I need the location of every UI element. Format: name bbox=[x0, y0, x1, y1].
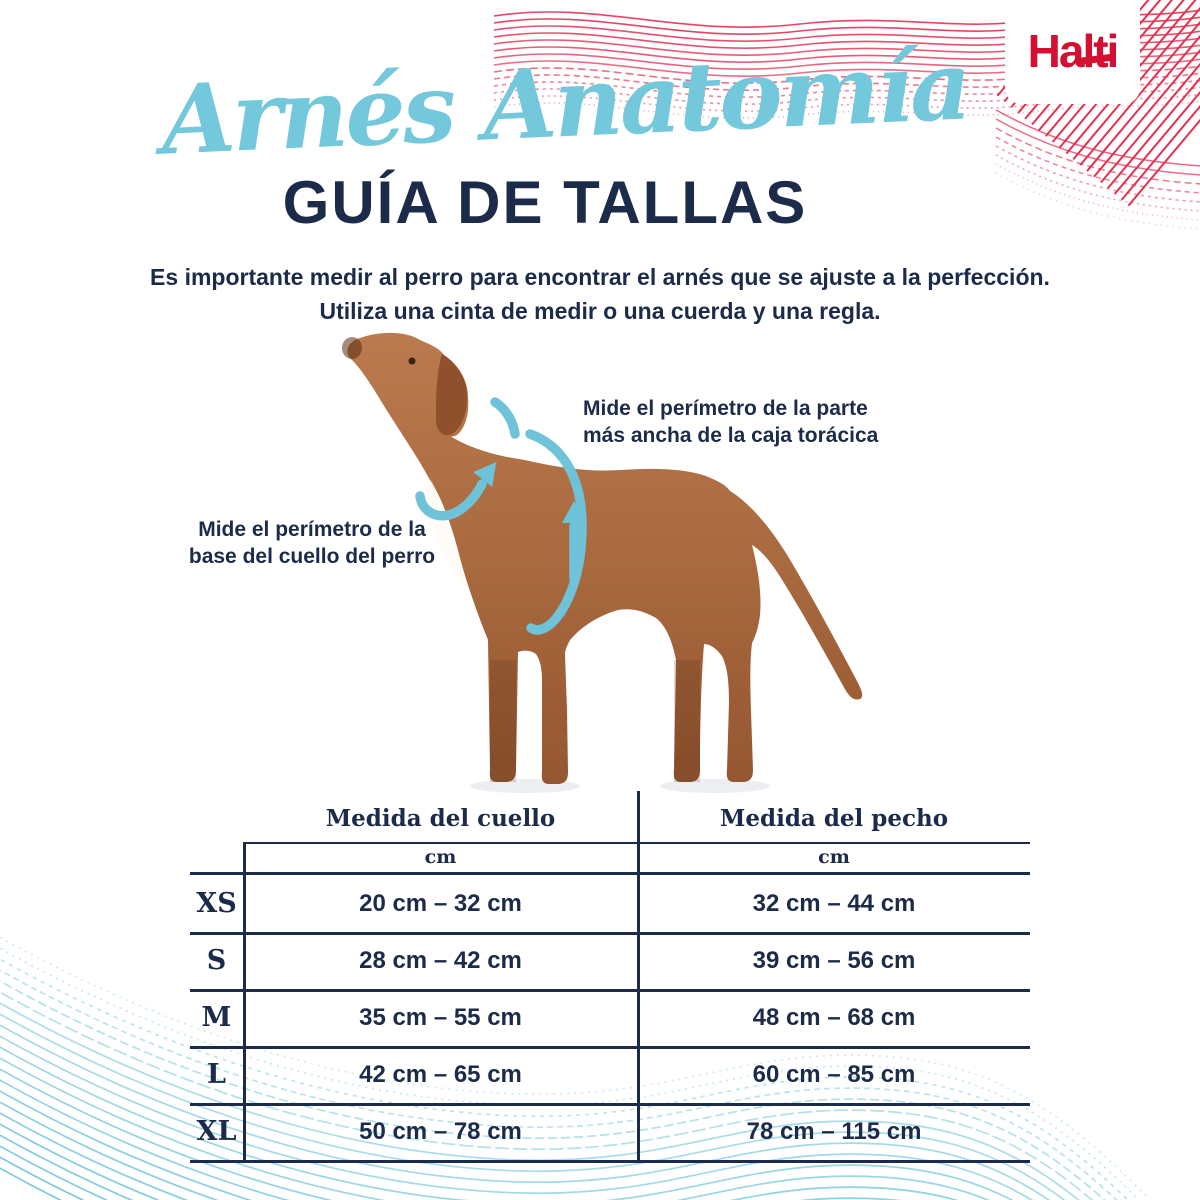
size-label: M bbox=[201, 1002, 232, 1033]
size-label: XL bbox=[196, 1116, 237, 1147]
dog-far-leg-shade-rear bbox=[674, 660, 700, 782]
dog-chest-highlight bbox=[425, 480, 470, 592]
page-title: GUÍA DE TALLAS bbox=[282, 169, 808, 236]
neck-value: 28 cm – 42 cm bbox=[359, 947, 522, 974]
neck-value: 50 cm – 78 cm bbox=[359, 1118, 522, 1145]
table-row-separator bbox=[190, 932, 1030, 935]
size-label: S bbox=[206, 945, 227, 976]
table-center-divider bbox=[637, 791, 640, 1163]
intro-line-2: Utiliza una cinta de medir o una cuerda … bbox=[319, 298, 881, 324]
neck-arrow-icon bbox=[415, 479, 487, 521]
intro-line-1: Es importante medir al perro para encont… bbox=[150, 264, 1050, 290]
chest-value: 48 cm – 68 cm bbox=[752, 1004, 916, 1031]
chest-annotation-line-2: más ancha de la caja torácica bbox=[583, 424, 879, 447]
neck-arrowhead-icon bbox=[473, 462, 497, 487]
halti-logo-text: Halti bbox=[1027, 25, 1120, 77]
measurement-arrows bbox=[415, 397, 587, 635]
size-label: XS bbox=[196, 888, 237, 919]
chest-value: 78 cm – 115 cm bbox=[746, 1118, 922, 1145]
unit-cell-chest: cm bbox=[818, 846, 850, 868]
chest-value: 60 cm – 85 cm bbox=[752, 1061, 916, 1088]
dog-body bbox=[347, 332, 863, 784]
table-left-divider bbox=[243, 842, 246, 1163]
size-label: L bbox=[207, 1059, 226, 1090]
dog-ear bbox=[436, 354, 468, 436]
neck-annotation: Mide el perímetro de la base del cuello … bbox=[178, 516, 446, 570]
chest-annotation: Mide el perímetro de la parte más ancha … bbox=[583, 395, 903, 449]
dog-nose bbox=[342, 337, 362, 359]
dog-eye bbox=[408, 357, 416, 365]
chest-annotation-line-1: Mide el perímetro de la parte bbox=[583, 397, 868, 420]
column-header-chest: Medida del pecho bbox=[719, 805, 949, 832]
chest-value: 39 cm – 56 cm bbox=[752, 947, 916, 974]
column-header-neck: Medida del cuello bbox=[325, 805, 556, 832]
table-row-separator bbox=[190, 989, 1030, 992]
size-table: Medida del cuello Medida del pecho cm cm… bbox=[190, 791, 1030, 1164]
dog-far-leg-shade-front bbox=[490, 660, 516, 782]
table-row-separator bbox=[190, 1046, 1030, 1049]
table-row-separator bbox=[190, 1103, 1030, 1106]
neck-value: 35 cm – 55 cm bbox=[359, 1004, 522, 1031]
dog-illustration bbox=[342, 332, 863, 793]
intro-text: Es importante medir al perro para encont… bbox=[0, 260, 1200, 328]
neck-annotation-line-1: Mide el perímetro de la bbox=[198, 518, 426, 541]
neck-value: 42 cm – 65 cm bbox=[359, 1061, 522, 1088]
neck-annotation-line-2: base del cuello del perro bbox=[188, 545, 436, 568]
neck-value: 20 cm – 32 cm bbox=[359, 890, 522, 917]
table-line-under-header bbox=[243, 842, 1030, 844]
unit-cell-neck: cm bbox=[424, 846, 457, 868]
chest-arrowhead-icon bbox=[562, 501, 586, 523]
chest-value: 32 cm – 44 cm bbox=[752, 890, 916, 917]
table-bottom-line bbox=[190, 1160, 1030, 1163]
neck-arrow-top-arc-icon bbox=[490, 397, 520, 439]
chest-arrow-arc-icon bbox=[525, 429, 587, 635]
halti-logo: Halti bbox=[1005, 0, 1140, 104]
table-line-under-units bbox=[190, 872, 1030, 875]
dog-shadow-rear bbox=[660, 779, 770, 793]
